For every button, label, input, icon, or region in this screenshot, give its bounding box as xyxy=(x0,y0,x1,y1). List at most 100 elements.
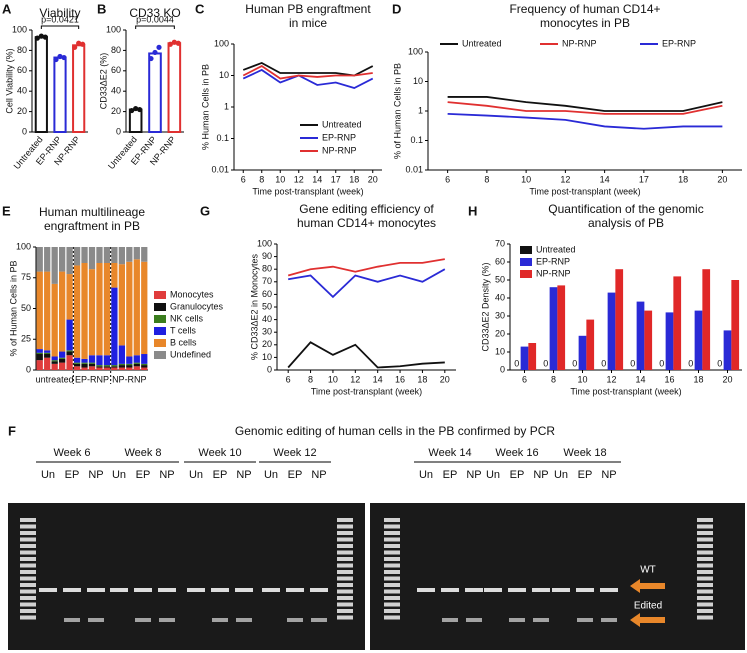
y-tick-label: 25 xyxy=(21,334,31,344)
bar-segment xyxy=(103,366,111,368)
y-tick-label: 40 xyxy=(17,86,27,96)
gel-band xyxy=(20,531,36,535)
week-label: Week 18 xyxy=(563,447,606,459)
bar-segment xyxy=(96,365,103,367)
bar-segment xyxy=(51,283,58,357)
bar-segment xyxy=(96,367,103,370)
bar-segment xyxy=(141,363,148,366)
y-tick-label: 1 xyxy=(224,101,229,111)
y-tick-label: 60 xyxy=(495,256,505,266)
gel-band xyxy=(697,563,713,568)
gel-band xyxy=(697,576,713,581)
y-tick-label: 20 xyxy=(111,106,121,116)
bar-segment xyxy=(126,261,133,357)
gel-band xyxy=(442,618,458,622)
gel-band xyxy=(20,576,36,581)
arrow xyxy=(630,579,665,593)
y-tick-label: 50 xyxy=(21,303,31,313)
gel-band xyxy=(212,618,228,622)
data-point xyxy=(61,54,67,61)
bar-segment xyxy=(73,362,81,364)
gel-band xyxy=(697,550,713,555)
panel-letter: H xyxy=(468,203,477,218)
chart-title: Viability xyxy=(39,6,80,20)
bar-segment xyxy=(58,362,66,370)
bar-segment xyxy=(51,356,58,361)
x-tick-label: 16 xyxy=(395,374,405,384)
gel-band xyxy=(697,531,713,535)
y-tick-label: 100 xyxy=(16,241,31,251)
value-label: 0 xyxy=(601,358,606,368)
gel-band xyxy=(39,588,57,592)
gel-band xyxy=(337,583,353,587)
line xyxy=(447,112,723,130)
y-tick-label: 80 xyxy=(17,45,27,55)
bar-segment xyxy=(103,262,111,356)
bar-segment xyxy=(44,354,51,358)
bar xyxy=(34,36,48,133)
y-axis-label: CD33ΔE2 (%) xyxy=(98,53,108,110)
bar-segment xyxy=(51,361,58,364)
chart-title: in mice xyxy=(289,16,327,30)
x-tick-label: 17 xyxy=(331,174,341,184)
gel-band xyxy=(135,618,151,622)
bar xyxy=(615,269,624,370)
gel-band xyxy=(20,609,36,613)
data-point xyxy=(38,33,44,39)
data-point xyxy=(175,40,181,46)
week-label: Week 14 xyxy=(428,447,471,459)
line xyxy=(242,61,374,77)
lane-label: EP xyxy=(288,469,303,481)
bar-segment xyxy=(141,247,148,262)
y-tick-label: 60 xyxy=(111,65,121,75)
gel-band xyxy=(441,588,459,592)
gel-band xyxy=(697,602,713,607)
x-tick-label: 14 xyxy=(312,174,322,184)
gel-band xyxy=(20,518,36,522)
gel-band xyxy=(20,570,36,574)
gel-band xyxy=(384,589,400,594)
gel-band xyxy=(337,518,353,522)
y-axis-label: Cell Viability (%) xyxy=(4,48,14,113)
bar-segment xyxy=(88,363,96,367)
x-tick-label: 8 xyxy=(551,374,556,384)
legend-label: Monocytes xyxy=(170,289,214,299)
panel-letter: C xyxy=(195,1,205,16)
lane-label: EP xyxy=(65,469,80,481)
y-axis-label: % CD33ΔE2 in Monocytes xyxy=(249,253,259,360)
gel-band xyxy=(337,544,353,548)
legend-swatch xyxy=(154,315,166,323)
gel-band xyxy=(697,589,713,594)
gel-band xyxy=(600,588,618,592)
gel-band xyxy=(384,531,400,535)
bar-segment xyxy=(88,355,96,363)
bar-segment xyxy=(58,358,66,363)
value-label: 0 xyxy=(659,358,664,368)
chart-title: Human multilineage xyxy=(39,205,145,219)
bar-segment xyxy=(118,264,126,346)
chart-title: Human PB engraftment xyxy=(245,2,371,16)
line xyxy=(288,268,446,299)
bar-segment xyxy=(36,271,43,350)
y-tick-label: 20 xyxy=(495,328,505,338)
gel-band xyxy=(20,602,36,607)
bar xyxy=(636,301,645,370)
x-tick-label: 14 xyxy=(635,374,645,384)
gel-band xyxy=(134,588,152,592)
bar-segment xyxy=(44,352,51,355)
y-tick-label: 0 xyxy=(267,364,272,374)
x-tick-label: 18 xyxy=(417,374,427,384)
legend-label: Granulocytes xyxy=(170,301,224,311)
bar-segment xyxy=(126,365,133,368)
value-label: 0 xyxy=(717,358,722,368)
gel-band xyxy=(20,589,36,594)
x-tick-label: 8 xyxy=(484,174,489,184)
bar-segment xyxy=(133,247,140,260)
gel-band xyxy=(337,602,353,607)
value-label: 0 xyxy=(688,358,693,368)
lane-label: EP xyxy=(510,469,525,481)
bar-segment xyxy=(103,247,111,263)
panel-letter: G xyxy=(200,203,210,218)
gel-left xyxy=(8,503,365,650)
x-axis-label: Time post-transplant (week) xyxy=(252,186,363,196)
